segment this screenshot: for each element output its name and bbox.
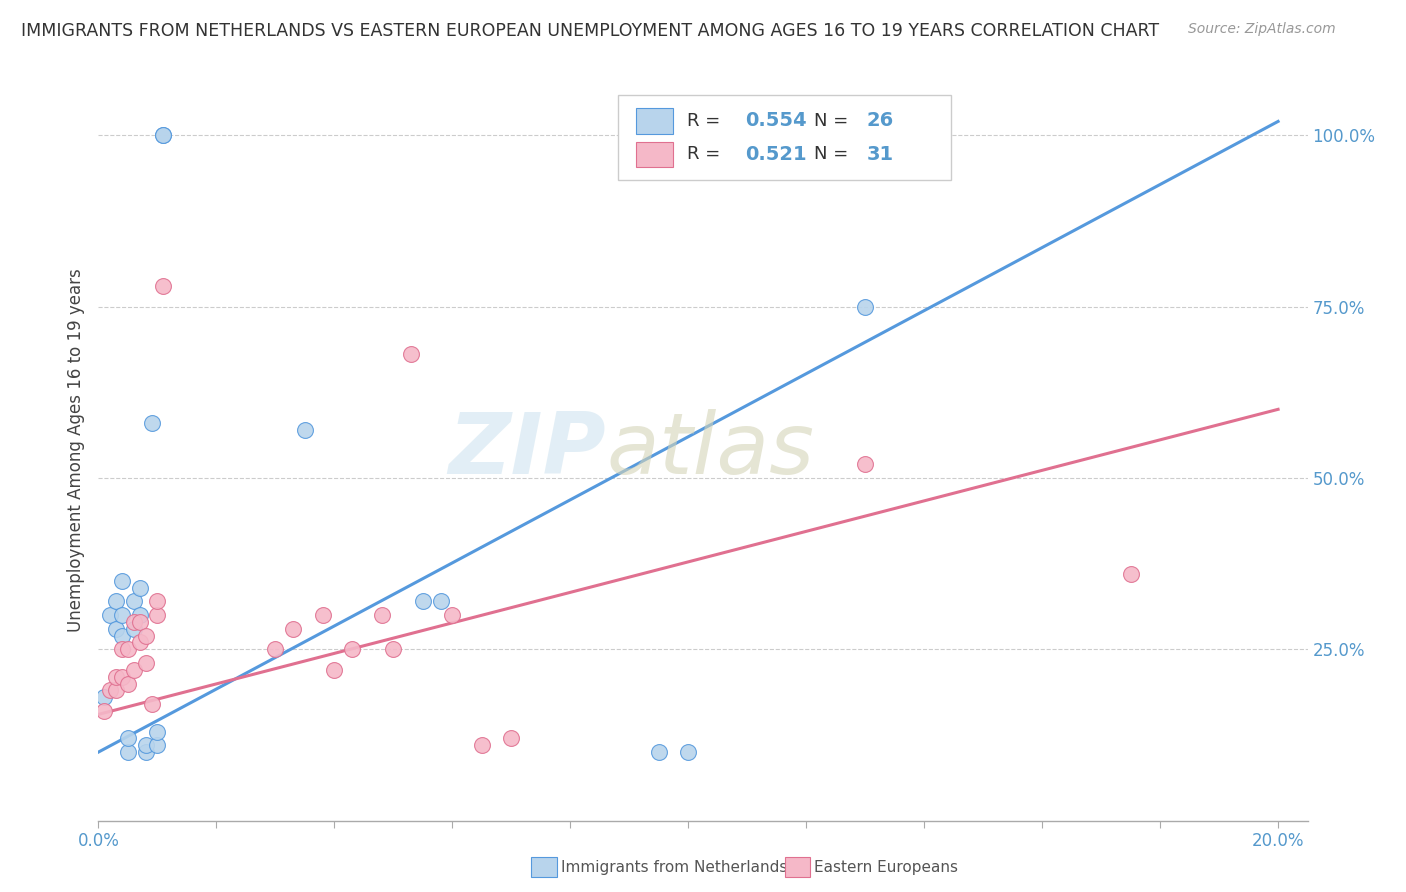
Point [117, 642, 139, 657]
Point [340, 642, 363, 657]
Text: N =: N = [814, 112, 855, 130]
Point [323, 663, 346, 677]
Y-axis label: Unemployment Among Ages 16 to 19 years: Unemployment Among Ages 16 to 19 years [66, 268, 84, 632]
Point [122, 622, 145, 636]
Text: Immigrants from Netherlands: Immigrants from Netherlands [561, 860, 787, 874]
Text: Source: ZipAtlas.com: Source: ZipAtlas.com [1188, 22, 1336, 37]
Text: atlas: atlas [606, 409, 814, 492]
Point [111, 642, 134, 657]
Point [98, 607, 121, 622]
Point [105, 622, 128, 636]
Point [146, 594, 169, 608]
Point [501, 731, 523, 746]
Point [111, 607, 134, 622]
FancyBboxPatch shape [619, 95, 950, 180]
Point [471, 738, 494, 752]
Point [311, 607, 333, 622]
Text: 0.554: 0.554 [745, 112, 807, 130]
Text: N =: N = [814, 145, 855, 163]
Point [294, 423, 316, 437]
Point [117, 676, 139, 690]
Text: ZIP: ZIP [449, 409, 606, 492]
Point [146, 607, 169, 622]
Point [152, 279, 174, 293]
Point [1119, 566, 1142, 581]
Text: IMMIGRANTS FROM NETHERLANDS VS EASTERN EUROPEAN UNEMPLOYMENT AMONG AGES 16 TO 19: IMMIGRANTS FROM NETHERLANDS VS EASTERN E… [21, 22, 1159, 40]
Point [135, 738, 157, 752]
Point [128, 581, 150, 595]
Point [141, 697, 163, 711]
Point [135, 745, 157, 759]
Point [146, 724, 169, 739]
Point [281, 622, 304, 636]
Point [853, 457, 876, 471]
Point [122, 663, 145, 677]
Text: Eastern Europeans: Eastern Europeans [814, 860, 957, 874]
Text: R =: R = [688, 145, 727, 163]
Point [117, 745, 139, 759]
Point [429, 594, 451, 608]
Point [141, 416, 163, 430]
Point [678, 745, 700, 759]
Point [382, 642, 405, 657]
Point [105, 670, 128, 684]
Point [135, 629, 157, 643]
Point [93, 690, 115, 705]
Point [93, 704, 115, 718]
Point [399, 347, 422, 361]
Text: 0.521: 0.521 [745, 145, 807, 164]
Point [105, 594, 128, 608]
Point [98, 683, 121, 698]
Point [152, 128, 174, 142]
Text: 31: 31 [866, 145, 893, 164]
Point [105, 683, 128, 698]
Point [412, 594, 434, 608]
Point [111, 629, 134, 643]
FancyBboxPatch shape [637, 142, 673, 167]
Point [111, 670, 134, 684]
Point [441, 607, 464, 622]
Point [370, 607, 392, 622]
Point [135, 656, 157, 670]
Point [128, 607, 150, 622]
Point [122, 594, 145, 608]
Point [122, 615, 145, 629]
Text: 26: 26 [866, 112, 893, 130]
Point [128, 615, 150, 629]
Point [152, 128, 174, 142]
Point [146, 738, 169, 752]
Text: R =: R = [688, 112, 727, 130]
Point [117, 731, 139, 746]
Point [853, 300, 876, 314]
Point [111, 574, 134, 588]
Point [648, 745, 671, 759]
Point [264, 642, 287, 657]
FancyBboxPatch shape [637, 109, 673, 134]
Point [128, 635, 150, 649]
